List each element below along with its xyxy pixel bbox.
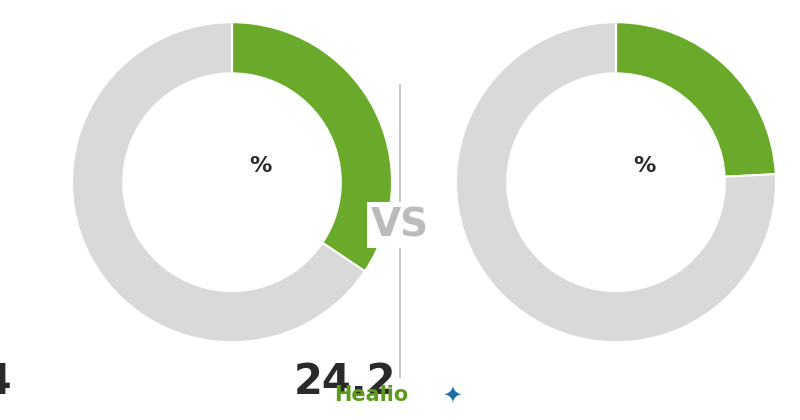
- Text: %: %: [633, 156, 655, 176]
- Text: Prevalence of chronic disease among hospitalized patients: Prevalence of chronic disease among hosp…: [76, 26, 724, 45]
- Wedge shape: [72, 22, 365, 342]
- Text: 34.4: 34.4: [0, 361, 12, 403]
- Text: ✦: ✦: [442, 383, 462, 407]
- Text: Healio: Healio: [334, 385, 408, 405]
- Wedge shape: [616, 22, 776, 177]
- Text: %: %: [249, 156, 271, 176]
- Wedge shape: [456, 22, 776, 342]
- Wedge shape: [232, 22, 392, 271]
- Text: VS: VS: [371, 206, 429, 244]
- Text: 24.2: 24.2: [294, 361, 396, 403]
